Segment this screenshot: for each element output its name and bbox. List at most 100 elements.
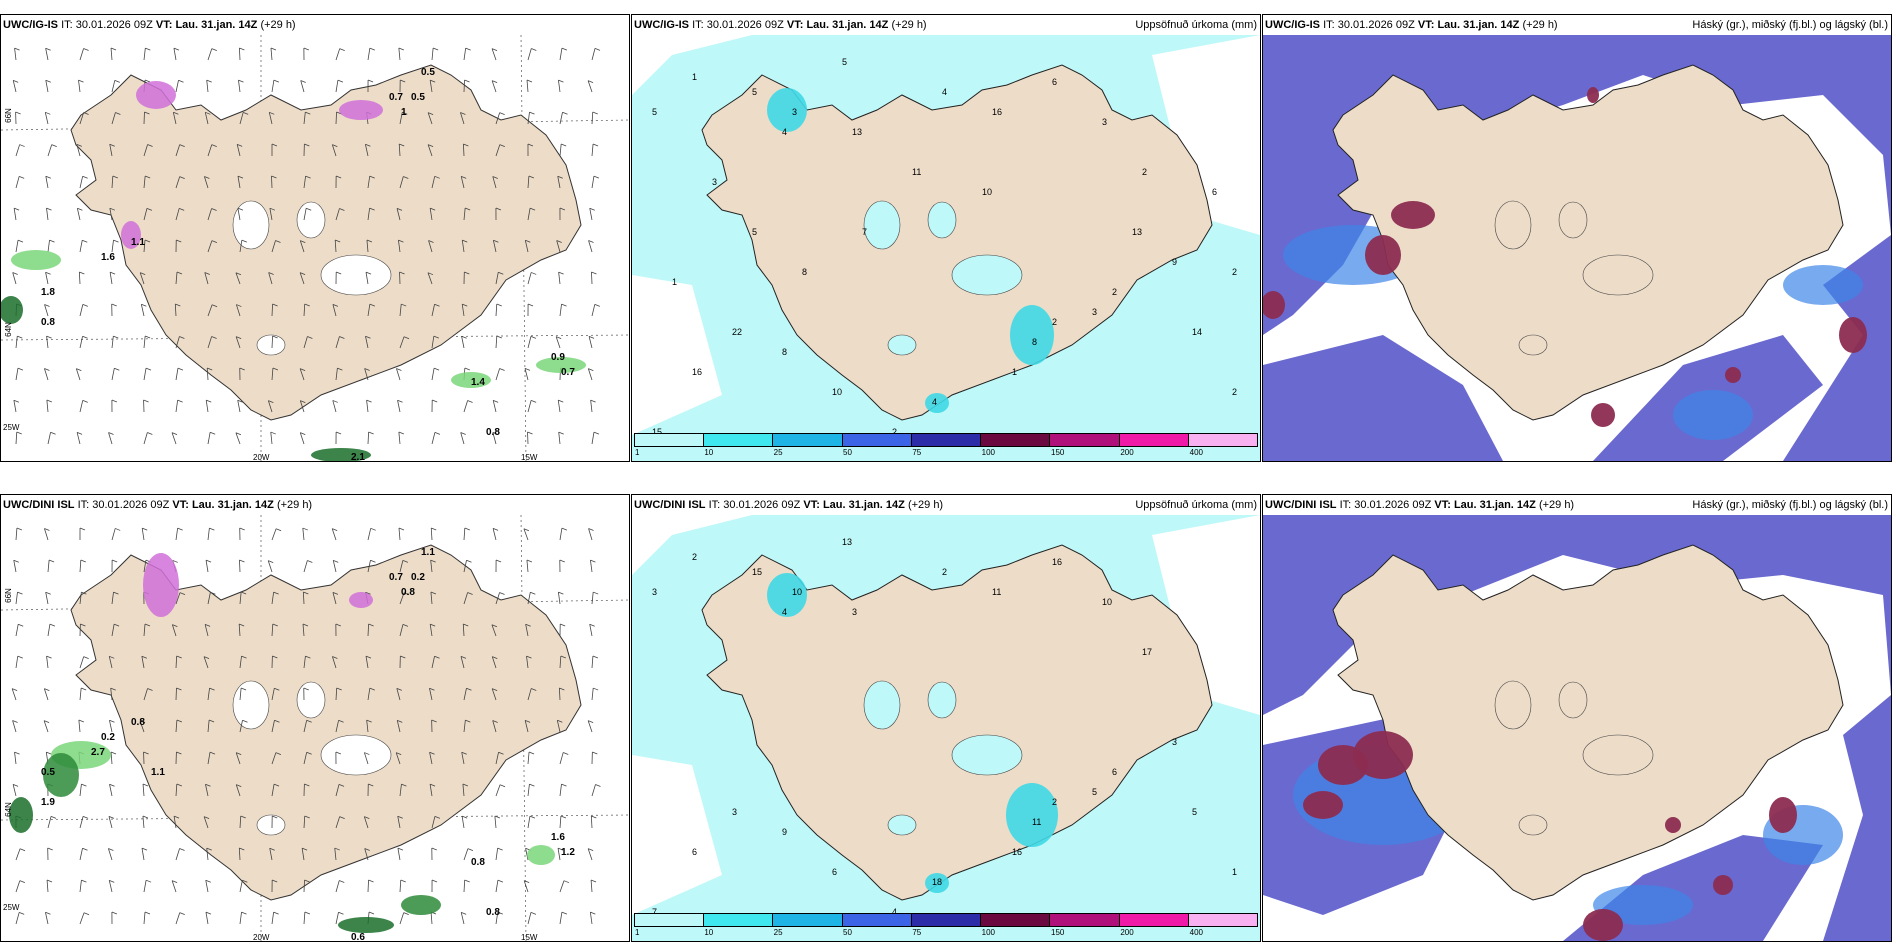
wind-barb-flag [557,847,564,851]
wind-barb-flag [335,175,342,179]
wind-barb-flag [211,304,218,308]
wind-barb [79,816,84,829]
wind-barb-flag [523,880,530,884]
wind-barb [398,240,401,253]
precip-area [143,553,179,617]
wind-barb-flag [145,175,151,179]
wind-barb-flag [398,431,405,435]
wind-barb [140,304,145,317]
wind-barb [47,816,52,829]
precip-value-label: 10 [982,187,992,197]
wind-barb [43,720,49,733]
wind-barb [332,560,337,573]
wind-barb-flag [591,271,597,275]
wind-barb-flag [558,399,564,403]
wind-barb-flag [368,623,374,627]
wind-barb [463,528,466,541]
wind-barb [267,560,273,573]
wind-barb [239,592,242,605]
colorbar-tick-label: 200 [1120,928,1134,937]
wind-barb-flag [304,783,310,787]
wind-barb [399,912,405,925]
wind-barb-flag [306,207,312,211]
wind-barb-flag [427,144,434,148]
wind-barb-flag [430,559,436,563]
precip-value-label: 1.1 [131,237,145,248]
glacier-outline [927,681,957,719]
wind-barb [12,784,17,797]
wind-barb [175,400,179,413]
wind-barb [367,208,371,221]
wind-barb [44,304,49,317]
wind-barb-flag [108,848,114,851]
wind-barb [461,336,465,349]
wind-barb [271,592,275,605]
wind-barb [207,48,213,61]
wind-barb-flag [113,335,119,339]
wind-barb [461,240,465,253]
wind-barb [430,527,433,541]
wind-barb [46,880,49,893]
wind-barb [173,48,177,61]
wind-barb-flag [114,79,120,83]
wind-barb-flag [204,176,210,179]
wind-barb-flag [531,272,537,275]
glacier-outline [320,734,392,776]
wind-barb-flag [527,303,534,307]
wind-barb [589,912,593,925]
colorbar-tick-label: 75 [912,448,922,457]
wind-barb [591,271,593,285]
precip-area [527,845,555,865]
wind-barb-flag [209,687,215,691]
wind-barb-flag [491,48,498,52]
wind-barb [12,272,17,285]
wind-barb-flag [433,335,439,339]
wind-barb [14,752,17,765]
low-cloud-area [1839,317,1867,353]
colorbar-swatch [911,914,982,926]
wind-barb [556,720,561,733]
wind-barb [363,752,369,765]
wind-barb-flag [203,656,210,660]
dry-area [1152,35,1260,235]
wind-barb [236,144,241,157]
wind-barb-flag [210,431,216,435]
wind-barb [45,592,49,605]
wind-barb [15,144,21,157]
wind-barb-flag [204,272,210,275]
wind-barb [589,624,593,637]
wind-barb-flag [403,912,409,915]
wind-barb [524,240,529,253]
wind-barb [108,880,113,893]
wind-barb [205,560,209,573]
wind-barb [46,656,49,669]
wind-barb-flag [369,47,375,51]
panel-header: UWC/IG-IS IT: 30.01.2026 09Z VT: Lau. 31… [3,19,296,31]
dry-area [632,35,752,95]
wind-barb [462,784,465,797]
graticule-line [520,35,527,461]
wind-barb [175,80,179,93]
wind-barb [492,720,497,733]
glacier-outline [887,334,917,356]
wind-barb [366,400,369,413]
precip-value-label: 10 [832,387,842,397]
wind-barb-flag [592,751,598,755]
wind-barb [398,528,401,541]
wind-barb [271,623,274,637]
wind-barb-flag [431,847,437,851]
lon-label: 25W [3,423,20,432]
iceland-landmass [70,64,582,421]
wind-barb-flag [108,816,115,819]
wind-barb-flag [594,48,601,51]
glacier-outline [951,734,1023,776]
wind-barb-flag [498,751,504,755]
wind-barb-flag [429,751,435,755]
wind-barb [271,335,273,349]
wind-barb-flag [82,847,88,851]
wind-barb-flag [306,751,312,755]
glacier-outline [256,814,286,836]
lon-label: 25W [3,903,20,912]
wind-barb [429,624,433,637]
